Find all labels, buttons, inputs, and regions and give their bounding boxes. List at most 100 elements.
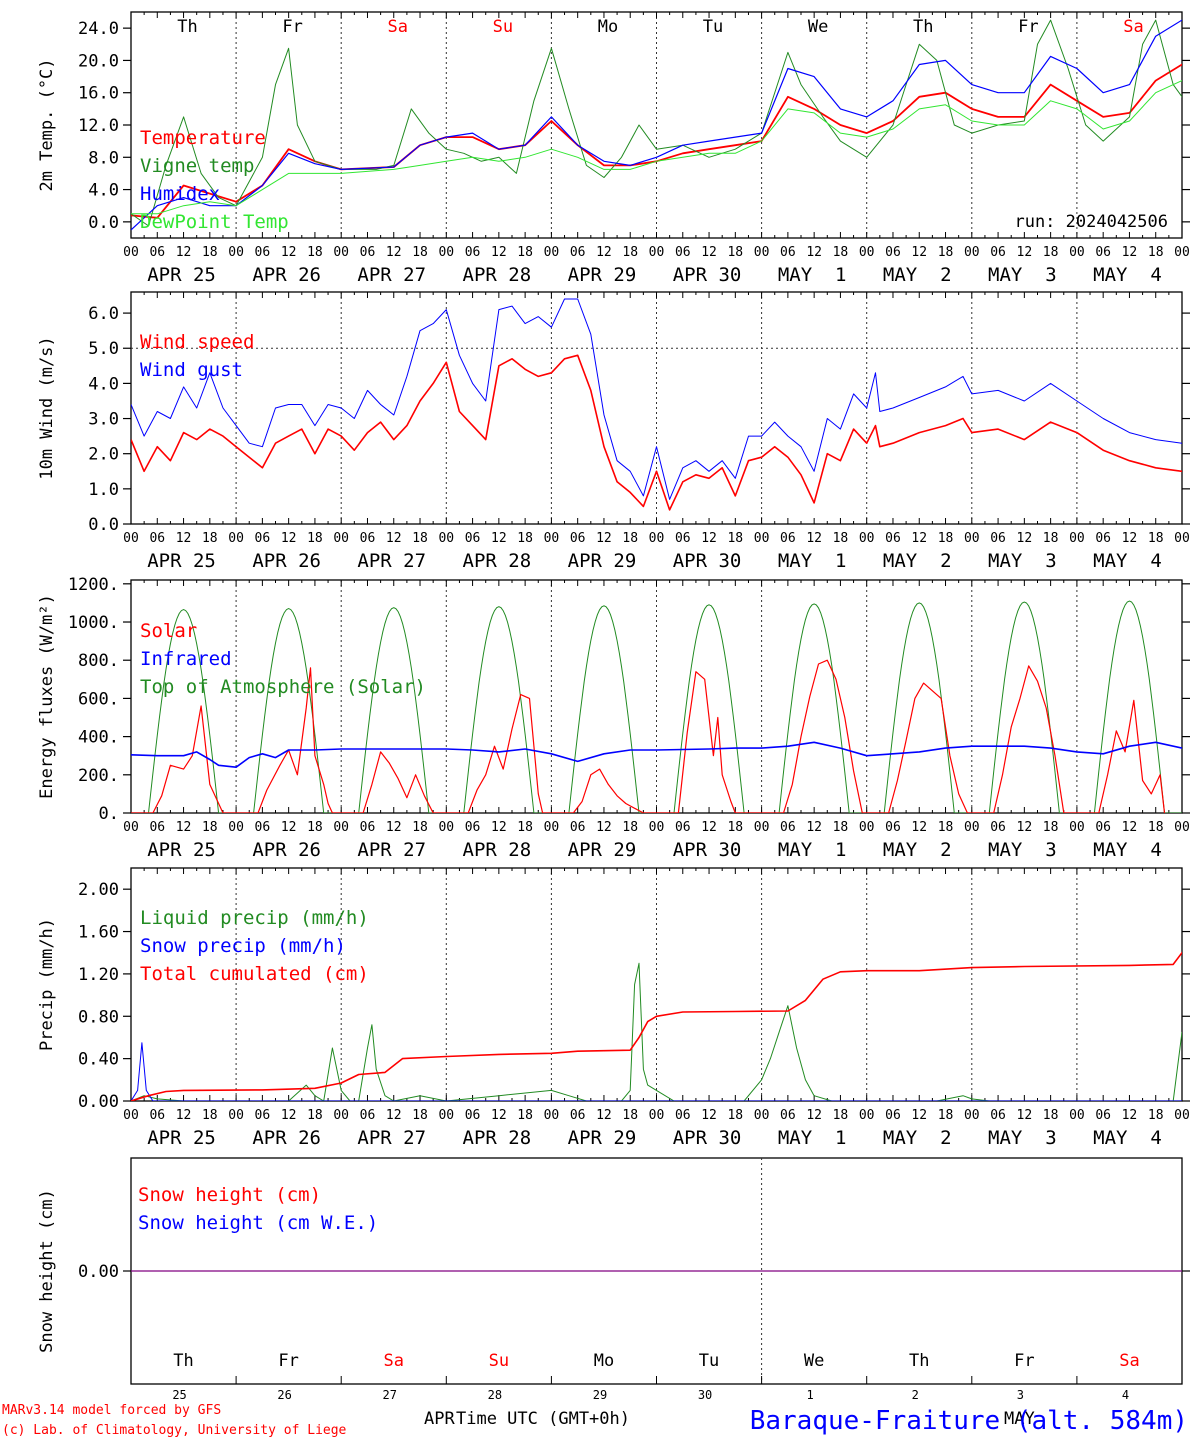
- date-number: 3: [1017, 1388, 1024, 1402]
- hour-tick-label: 00: [438, 1108, 454, 1123]
- hour-tick-label: 18: [412, 531, 428, 546]
- day-label: MAY 1: [778, 1127, 847, 1149]
- y-axis-label: Precip (mm/h): [37, 918, 57, 1051]
- hour-tick-label: 12: [806, 531, 822, 546]
- hour-tick-label: 00: [964, 1108, 980, 1123]
- plot-area: [131, 298, 1182, 511]
- credit-line-2: (c) Lab. of Climatology, University of L…: [2, 1423, 347, 1438]
- hour-tick-label: 00: [438, 820, 454, 835]
- date-number: 30: [698, 1388, 712, 1402]
- hour-tick-label: 06: [675, 245, 691, 260]
- y-tick-label: 200.: [78, 766, 119, 786]
- y-tick-label: 6.0: [88, 304, 119, 324]
- day-label: MAY 1: [778, 264, 847, 286]
- hour-tick-label: 12: [176, 245, 192, 260]
- hour-tick-label: 00: [228, 820, 244, 835]
- hour-tick-label: 12: [176, 820, 192, 835]
- xaxis-title: Time UTC (GMT+0h): [456, 1409, 630, 1429]
- hour-tick-label: 06: [885, 1108, 901, 1123]
- hour-tick-label: 00: [964, 245, 980, 260]
- hour-tick-label: 18: [202, 1108, 218, 1123]
- hour-tick-label: 06: [149, 820, 165, 835]
- hour-tick-label: 00: [1069, 531, 1085, 546]
- weekday-label: Tu: [703, 17, 723, 37]
- hour-tick-label: 12: [281, 531, 297, 546]
- hour-tick-label: 06: [885, 531, 901, 546]
- y-axis-label: Energy fluxes (W/m²): [37, 594, 57, 799]
- snow-height-panel: 0.00 Th Fr Sa Su Mo Tu We Th Fr Sa 25 26 27 28 29 30 1 2 3 4…: [37, 1157, 1190, 1402]
- hour-tick-label: 12: [596, 1108, 612, 1123]
- hour-tick-label: 06: [360, 245, 376, 260]
- date-number: 29: [593, 1388, 607, 1402]
- day-label: MAY 1: [778, 839, 847, 861]
- hour-tick-label: 06: [149, 245, 165, 260]
- hour-tick-label: 06: [465, 820, 481, 835]
- hour-tick-label: 00: [754, 820, 770, 835]
- hour-tick-label: 18: [727, 820, 743, 835]
- y-tick-label: 0.80: [78, 1007, 119, 1027]
- hour-tick-label: 00: [228, 1108, 244, 1123]
- y-tick-label: 600.: [78, 689, 119, 709]
- weekday-label: Th: [913, 17, 933, 37]
- y-tick-label: 3.0: [88, 410, 119, 430]
- date-number: 26: [277, 1388, 291, 1402]
- day-label: APR 25: [147, 550, 216, 572]
- date-number: 28: [488, 1388, 502, 1402]
- plot-area: [131, 951, 1182, 1101]
- day-label: APR 28: [463, 1127, 532, 1149]
- weekday-label: Sa: [384, 1351, 404, 1371]
- series-line: [131, 659, 1166, 813]
- y-tick-label: 800.: [78, 651, 119, 671]
- y-tick-label: 0.00: [78, 1092, 119, 1112]
- weekday-label: We: [804, 1351, 824, 1371]
- hour-tick-label: 06: [465, 531, 481, 546]
- hour-tick-label: 00: [649, 531, 665, 546]
- y-tick-label: 1.60: [78, 923, 119, 943]
- hour-tick-label: 00: [1174, 245, 1190, 260]
- hour-tick-label: 06: [1095, 245, 1111, 260]
- legend-entry: Total cumulated (cm): [140, 963, 369, 985]
- hour-tick-label: 00: [754, 1108, 770, 1123]
- weekday-label: Su: [493, 17, 513, 37]
- y-tick-label: 4.0: [88, 181, 119, 201]
- toa-solar-curve: [761, 603, 867, 813]
- weekday-label: Mo: [594, 1351, 614, 1371]
- hour-tick-label: 18: [938, 1108, 954, 1123]
- hour-tick-label: 06: [360, 531, 376, 546]
- hour-tick-label: 00: [1069, 820, 1085, 835]
- toa-solar-curve: [236, 608, 342, 813]
- hour-tick-label: 12: [596, 531, 612, 546]
- hour-tick-label: 00: [1069, 1108, 1085, 1123]
- hour-tick-label: 00: [859, 531, 875, 546]
- hour-tick-label: 06: [360, 820, 376, 835]
- series-line: [131, 63, 1182, 219]
- hour-tick-label: 00: [333, 245, 349, 260]
- day-label: MAY 2: [883, 264, 952, 286]
- weekday-label: Th: [909, 1351, 929, 1371]
- temperature-panel: 0.0 4.0 8.0 12.0 16.0 20.0 24.0 00 06 12 18 00 06 12 1…: [37, 11, 1190, 286]
- y-tick-label: 16.0: [78, 84, 119, 104]
- hour-tick-label: 06: [360, 1108, 376, 1123]
- hour-tick-label: 12: [281, 245, 297, 260]
- hour-tick-label: 06: [675, 1108, 691, 1123]
- date-number: 25: [172, 1388, 186, 1402]
- hour-tick-label: 18: [202, 245, 218, 260]
- hour-tick-label: 12: [806, 820, 822, 835]
- y-tick-label: 0.: [99, 804, 119, 824]
- hour-tick-label: 06: [990, 1108, 1006, 1123]
- hour-tick-label: 00: [859, 1108, 875, 1123]
- hour-tick-label: 18: [1148, 245, 1164, 260]
- hour-tick-label: 12: [596, 245, 612, 260]
- day-label: MAY 4: [1093, 550, 1162, 572]
- hour-tick-label: 06: [1095, 531, 1111, 546]
- hour-tick-label: 18: [307, 820, 323, 835]
- hour-tick-label: 06: [570, 820, 586, 835]
- y-axis-label: 2m Temp. (°C): [37, 58, 57, 191]
- toa-solar-curve: [131, 609, 237, 813]
- day-label: APR 28: [463, 264, 532, 286]
- hour-tick-label: 06: [780, 245, 796, 260]
- hour-tick-label: 06: [149, 1108, 165, 1123]
- hour-tick-label: 00: [228, 245, 244, 260]
- hour-tick-label: 00: [333, 820, 349, 835]
